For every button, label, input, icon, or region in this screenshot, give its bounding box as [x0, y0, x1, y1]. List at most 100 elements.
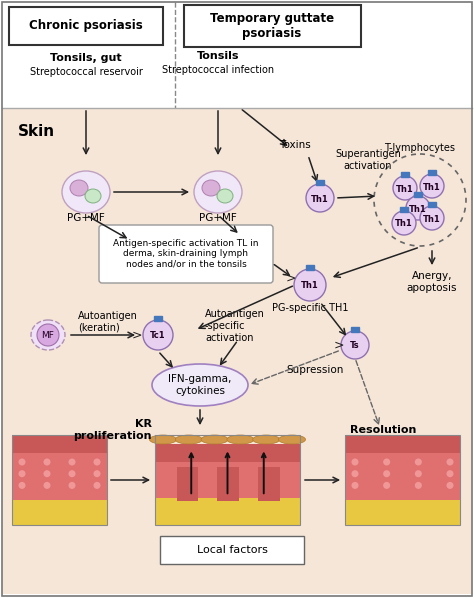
- Text: Superantigen
activation: Superantigen activation: [335, 149, 401, 171]
- Text: T-lymphocytes: T-lymphocytes: [384, 143, 456, 153]
- Bar: [155, 435, 300, 525]
- Ellipse shape: [279, 435, 306, 444]
- Text: Th1: Th1: [423, 215, 441, 224]
- Text: Tc1: Tc1: [150, 331, 166, 340]
- Bar: [428, 202, 436, 207]
- Circle shape: [44, 470, 51, 477]
- Bar: [345, 453, 460, 500]
- Circle shape: [393, 176, 417, 200]
- Text: Supression: Supression: [286, 365, 344, 375]
- Bar: [177, 466, 199, 501]
- Bar: [351, 327, 359, 332]
- Text: Th1: Th1: [396, 185, 414, 194]
- Text: PG+MF: PG+MF: [199, 213, 237, 223]
- Bar: [155, 498, 300, 525]
- FancyBboxPatch shape: [160, 536, 304, 564]
- Circle shape: [415, 482, 422, 489]
- Text: Tonsils, gut: Tonsils, gut: [50, 53, 122, 63]
- Text: Streptococcal infection: Streptococcal infection: [162, 65, 274, 75]
- Circle shape: [447, 459, 454, 465]
- Circle shape: [44, 482, 51, 489]
- Bar: [414, 192, 422, 197]
- Ellipse shape: [227, 435, 254, 444]
- Bar: [12, 453, 107, 500]
- Bar: [155, 444, 300, 462]
- Ellipse shape: [194, 171, 242, 213]
- Circle shape: [18, 459, 26, 465]
- Ellipse shape: [201, 435, 228, 444]
- Ellipse shape: [253, 435, 280, 444]
- Ellipse shape: [62, 171, 110, 213]
- Bar: [345, 435, 460, 525]
- Bar: [316, 180, 324, 185]
- Text: Ts: Ts: [350, 341, 360, 350]
- Bar: [401, 172, 409, 177]
- Circle shape: [420, 174, 444, 198]
- Bar: [306, 265, 314, 270]
- Bar: [345, 500, 460, 525]
- Circle shape: [93, 470, 100, 477]
- Bar: [2, 108, 472, 594]
- Ellipse shape: [175, 435, 202, 444]
- Text: Local factors: Local factors: [197, 545, 267, 555]
- Circle shape: [352, 482, 358, 489]
- Bar: [12, 435, 107, 525]
- Ellipse shape: [70, 180, 88, 196]
- FancyBboxPatch shape: [9, 7, 163, 45]
- Ellipse shape: [31, 320, 65, 350]
- Text: Antigen-specific activation TL in
derma, skin-draining lymph
nodes and/or in the: Antigen-specific activation TL in derma,…: [113, 239, 259, 269]
- Text: Th1: Th1: [311, 194, 329, 203]
- Circle shape: [406, 196, 430, 220]
- Text: Streptococcal reservoir: Streptococcal reservoir: [29, 67, 143, 77]
- Text: Toxins: Toxins: [279, 140, 311, 150]
- Bar: [12, 500, 107, 525]
- Text: Th1: Th1: [395, 219, 413, 228]
- Circle shape: [18, 482, 26, 489]
- Circle shape: [69, 459, 75, 465]
- Text: IFN-gamma,
cytokines: IFN-gamma, cytokines: [168, 374, 232, 396]
- Ellipse shape: [202, 180, 220, 196]
- Text: Temporary guttate
psoriasis: Temporary guttate psoriasis: [210, 12, 334, 40]
- Circle shape: [352, 470, 358, 477]
- Text: PG+MF: PG+MF: [67, 213, 105, 223]
- Ellipse shape: [217, 189, 233, 203]
- Text: MF: MF: [42, 331, 55, 340]
- Circle shape: [143, 320, 173, 350]
- Text: Th1: Th1: [409, 205, 427, 213]
- Text: Tonsils: Tonsils: [197, 51, 239, 61]
- Text: Th1: Th1: [301, 282, 319, 291]
- Text: >: >: [132, 328, 142, 341]
- Circle shape: [383, 482, 390, 489]
- FancyBboxPatch shape: [184, 5, 361, 47]
- Bar: [12, 435, 107, 453]
- Text: Th1: Th1: [423, 182, 441, 191]
- FancyBboxPatch shape: [99, 225, 273, 283]
- Bar: [218, 466, 239, 501]
- Text: PG-specific TH1: PG-specific TH1: [272, 303, 348, 313]
- Circle shape: [69, 470, 75, 477]
- Circle shape: [420, 206, 444, 230]
- Circle shape: [18, 470, 26, 477]
- Bar: [428, 170, 436, 175]
- Circle shape: [352, 459, 358, 465]
- Circle shape: [447, 470, 454, 477]
- Circle shape: [44, 459, 51, 465]
- Text: Chronic psoriasis: Chronic psoriasis: [29, 20, 143, 32]
- Ellipse shape: [152, 364, 248, 406]
- Circle shape: [341, 331, 369, 359]
- Bar: [345, 435, 460, 453]
- Bar: [155, 457, 300, 498]
- Text: Autoantigen
(keratin): Autoantigen (keratin): [78, 311, 138, 333]
- Text: Anergy,
apoptosis: Anergy, apoptosis: [407, 271, 457, 293]
- Text: Resolution: Resolution: [350, 425, 416, 435]
- Text: >: >: [286, 271, 296, 285]
- Ellipse shape: [149, 435, 176, 444]
- Circle shape: [383, 459, 390, 465]
- Text: >: >: [334, 338, 344, 352]
- Circle shape: [69, 482, 75, 489]
- Text: Skin: Skin: [18, 124, 55, 139]
- Circle shape: [93, 459, 100, 465]
- Text: KR
proliferation: KR proliferation: [73, 419, 152, 441]
- Bar: [154, 316, 162, 321]
- Circle shape: [37, 324, 59, 346]
